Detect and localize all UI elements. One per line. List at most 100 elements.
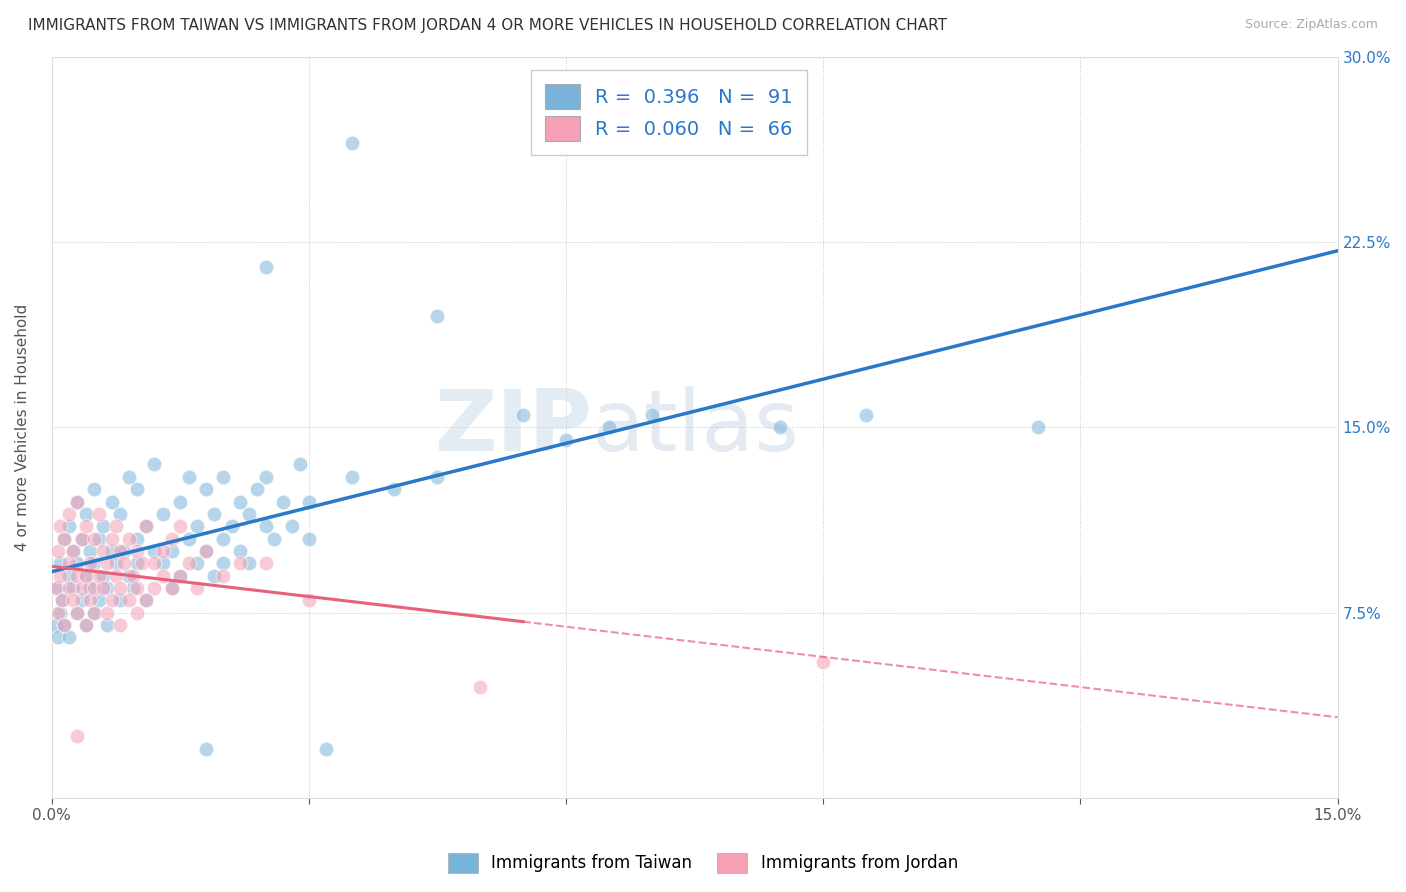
Point: [169, 568, 191, 582]
Point: [160, 544, 183, 558]
Point: [53, 532, 76, 546]
Text: atlas: atlas: [592, 386, 800, 469]
Point: [87, 507, 110, 521]
Point: [51, 593, 73, 607]
Point: [118, 532, 141, 546]
Point: [100, 532, 122, 546]
Point: [160, 581, 183, 595]
Point: [212, 556, 235, 570]
Point: [58, 568, 80, 582]
Point: [70, 532, 93, 546]
Point: [83, 606, 105, 620]
Point: [169, 494, 191, 508]
Point: [58, 507, 80, 521]
Point: [70, 532, 93, 546]
Point: [112, 544, 135, 558]
Point: [143, 556, 166, 570]
Point: [62, 544, 84, 558]
Legend: Immigrants from Taiwan, Immigrants from Jordan: Immigrants from Taiwan, Immigrants from …: [441, 847, 965, 880]
Point: [108, 507, 131, 521]
Point: [66, 568, 89, 582]
Point: [79, 556, 101, 570]
Point: [143, 544, 166, 558]
Point: [83, 482, 105, 496]
Point: [127, 544, 149, 558]
Point: [238, 507, 260, 521]
Point: [127, 606, 149, 620]
Point: [288, 458, 311, 472]
Point: [66, 494, 89, 508]
Legend: R =  0.396   N =  91, R =  0.060   N =  66: R = 0.396 N = 91, R = 0.060 N = 66: [531, 70, 807, 155]
Text: IMMIGRANTS FROM TAIWAN VS IMMIGRANTS FROM JORDAN 4 OR MORE VEHICLES IN HOUSEHOLD: IMMIGRANTS FROM TAIWAN VS IMMIGRANTS FRO…: [28, 18, 948, 33]
Point: [45, 618, 67, 632]
Text: ZIP: ZIP: [434, 386, 592, 469]
Point: [470, 680, 492, 694]
Point: [641, 408, 664, 422]
Point: [135, 519, 157, 533]
Point: [152, 544, 174, 558]
Point: [108, 544, 131, 558]
Point: [96, 618, 118, 632]
Point: [79, 593, 101, 607]
Point: [160, 532, 183, 546]
Point: [426, 470, 449, 484]
Point: [75, 568, 97, 582]
Point: [152, 556, 174, 570]
Point: [100, 593, 122, 607]
Point: [298, 593, 321, 607]
Point: [96, 581, 118, 595]
Point: [204, 507, 226, 521]
Point: [177, 532, 200, 546]
Point: [340, 136, 363, 151]
Point: [104, 556, 127, 570]
Point: [598, 420, 620, 434]
Point: [340, 470, 363, 484]
Point: [51, 593, 73, 607]
Point: [135, 593, 157, 607]
Point: [254, 556, 277, 570]
Point: [70, 593, 93, 607]
Point: [53, 618, 76, 632]
Point: [212, 470, 235, 484]
Point: [426, 309, 449, 323]
Point: [212, 532, 235, 546]
Point: [91, 568, 114, 582]
Point: [135, 593, 157, 607]
Point: [83, 581, 105, 595]
Point: [298, 494, 321, 508]
Point: [49, 519, 72, 533]
Point: [87, 568, 110, 582]
Point: [186, 519, 208, 533]
Point: [66, 729, 89, 743]
Point: [87, 593, 110, 607]
Point: [131, 556, 153, 570]
Point: [66, 494, 89, 508]
Point: [298, 532, 321, 546]
Point: [194, 544, 217, 558]
Point: [49, 568, 72, 582]
Point: [263, 532, 285, 546]
Point: [66, 606, 89, 620]
Point: [194, 482, 217, 496]
Point: [96, 556, 118, 570]
Point: [246, 482, 269, 496]
Point: [855, 408, 877, 422]
Point: [75, 507, 97, 521]
Point: [104, 568, 127, 582]
Point: [83, 556, 105, 570]
Point: [212, 568, 235, 582]
Point: [186, 581, 208, 595]
Point: [45, 581, 67, 595]
Point: [112, 556, 135, 570]
Point: [62, 581, 84, 595]
Point: [46, 581, 69, 595]
Point: [79, 544, 101, 558]
Point: [108, 618, 131, 632]
Point: [122, 581, 145, 595]
Point: [254, 519, 277, 533]
Point: [177, 556, 200, 570]
Point: [58, 556, 80, 570]
Point: [127, 581, 149, 595]
Point: [512, 408, 534, 422]
Point: [49, 556, 72, 570]
